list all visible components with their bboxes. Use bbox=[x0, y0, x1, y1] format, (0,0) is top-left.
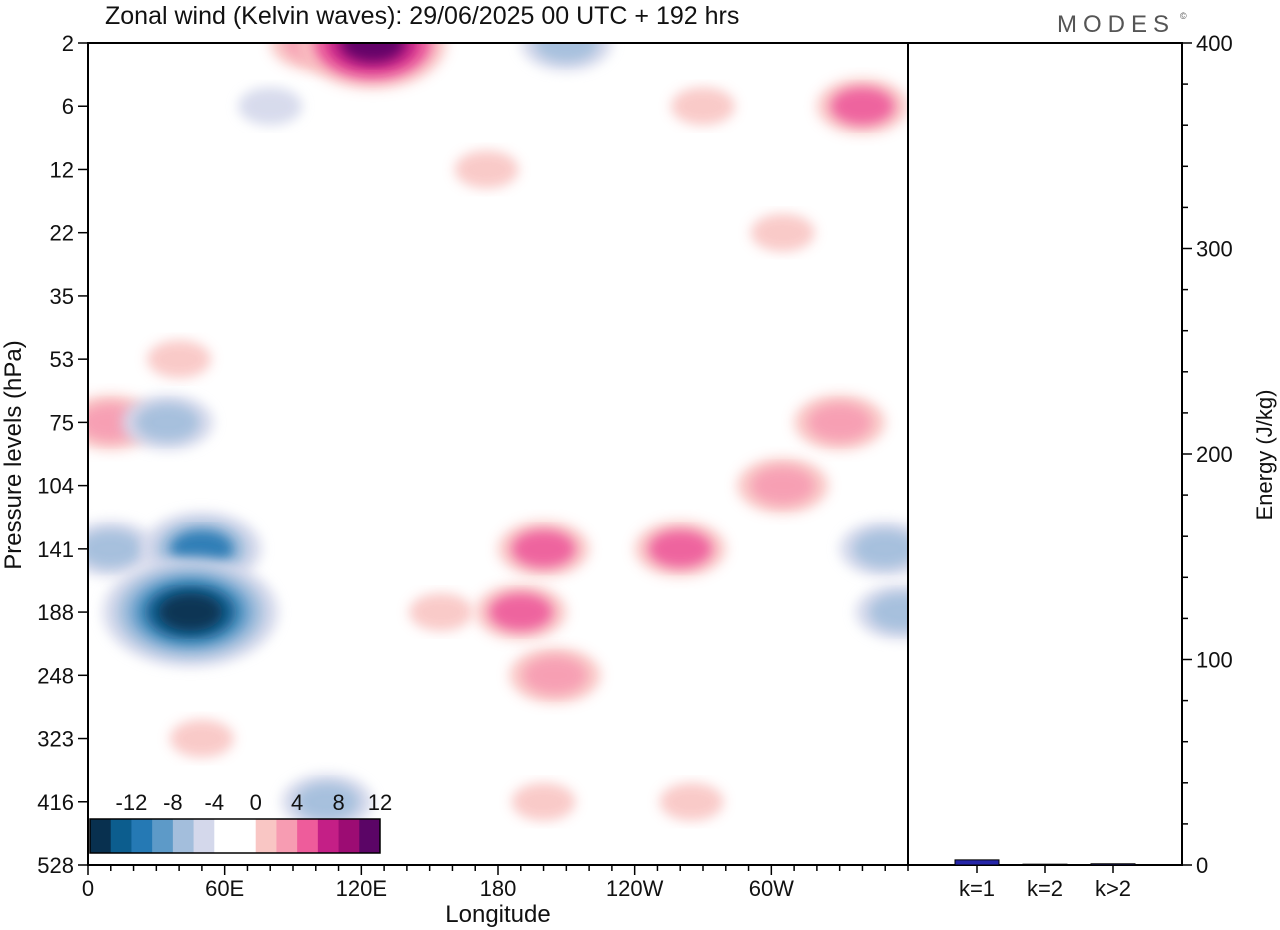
field-contour bbox=[534, 43, 599, 62]
field-contour bbox=[135, 403, 200, 442]
y-tick-label: 188 bbox=[37, 600, 74, 625]
x-tick-label: 0 bbox=[82, 876, 94, 901]
field-contour bbox=[853, 529, 908, 568]
x-tick-label: 60E bbox=[205, 876, 244, 901]
y-tick-label: 12 bbox=[50, 157, 74, 182]
energy-tick-label: 0 bbox=[1196, 853, 1208, 878]
field-contour bbox=[88, 529, 143, 568]
field-contour bbox=[295, 782, 360, 821]
x-tick-label: 120W bbox=[606, 876, 664, 901]
colorbar-swatch bbox=[152, 819, 174, 853]
y-tick-label: 22 bbox=[50, 221, 74, 246]
field-contour bbox=[409, 593, 474, 632]
field-contour bbox=[659, 782, 724, 821]
colorbar-frame bbox=[89, 818, 381, 854]
y-tick-label: 416 bbox=[37, 790, 74, 815]
colorbar-swatch bbox=[235, 819, 257, 853]
y-tick-label: 2 bbox=[62, 31, 74, 56]
chart-title: Zonal wind (Kelvin waves): 29/06/2025 00… bbox=[105, 2, 739, 30]
field-contour bbox=[522, 656, 587, 695]
energy-axis-label: Energy (J/kg) bbox=[1252, 390, 1277, 521]
energy-panel-frame bbox=[907, 42, 1183, 866]
y-tick-label: 35 bbox=[50, 284, 74, 309]
colorbar-swatch bbox=[172, 819, 195, 853]
x-axis: 0 60E 120E 180 120W 60W bbox=[82, 865, 909, 901]
brand-mark: © bbox=[1180, 11, 1187, 21]
colorbar-label: 8 bbox=[332, 790, 344, 815]
energy-tick-label: 400 bbox=[1196, 31, 1233, 56]
colorbar-swatch bbox=[131, 819, 153, 853]
colorbar-swatch bbox=[276, 819, 298, 853]
field-contour bbox=[169, 719, 234, 758]
colorbar-label: 12 bbox=[368, 790, 392, 815]
field-contour bbox=[648, 529, 713, 568]
energy-category-label: k=1 bbox=[959, 876, 995, 901]
colorbar-swatch bbox=[359, 819, 381, 853]
colorbar: -12 -8 -4 0 4 8 12 bbox=[89, 790, 392, 854]
colorbar-swatch bbox=[297, 819, 319, 853]
y-axis: 2 6 12 22 35 53 75 104 141 188 248 323 416 528 bbox=[37, 31, 88, 878]
y-tick-label: 53 bbox=[50, 347, 74, 372]
field-contour bbox=[869, 593, 908, 632]
y-tick-label: 248 bbox=[37, 663, 74, 688]
field-contour bbox=[671, 87, 735, 126]
energy-bar-chart: 0 100 200 300 400 k=1 k=2 k>2 bbox=[954, 31, 1233, 901]
colorbar-swatch bbox=[193, 819, 215, 853]
field-contour bbox=[750, 466, 815, 505]
field-contour bbox=[158, 593, 223, 632]
field-contour bbox=[784, 276, 849, 315]
energy-bar bbox=[954, 859, 1000, 866]
y-tick-label: 75 bbox=[50, 410, 74, 435]
x-tick-label: 120E bbox=[336, 876, 387, 901]
field-contour bbox=[807, 403, 872, 442]
field-contour bbox=[716, 340, 781, 379]
field-contour bbox=[454, 150, 519, 189]
y-tick-label: 141 bbox=[37, 537, 74, 562]
energy-bar bbox=[1022, 863, 1068, 866]
field-contour bbox=[488, 593, 553, 632]
colorbar-label: 0 bbox=[250, 790, 262, 815]
y-tick-label: 323 bbox=[37, 727, 74, 752]
energy-tick-label: 100 bbox=[1196, 648, 1233, 673]
x-axis-label: Longitude bbox=[445, 901, 550, 928]
x-tick-label: 180 bbox=[480, 876, 517, 901]
colorbar-label: 4 bbox=[291, 790, 303, 815]
colorbar-swatch bbox=[214, 819, 236, 853]
field-contour bbox=[238, 87, 303, 126]
y-tick-label: 6 bbox=[62, 94, 74, 119]
y-tick-label: 104 bbox=[37, 474, 74, 499]
brand-logo: MODES bbox=[1057, 11, 1175, 38]
colorbar-label: -4 bbox=[205, 790, 225, 815]
field-contour bbox=[340, 43, 405, 62]
field-contour bbox=[750, 213, 815, 252]
colorbar-swatch bbox=[317, 819, 340, 853]
colorbar-label: -8 bbox=[163, 790, 183, 815]
colorbar-swatch bbox=[255, 819, 277, 853]
y-axis-label: Pressure levels (hPa) bbox=[0, 340, 27, 569]
y-tick-label: 528 bbox=[37, 853, 74, 878]
energy-tick-label: 300 bbox=[1196, 237, 1233, 262]
colorbar-swatch bbox=[110, 819, 132, 853]
wind-field bbox=[88, 43, 908, 830]
x-tick-label: 60W bbox=[749, 876, 794, 901]
energy-category-label: k>2 bbox=[1095, 876, 1131, 901]
colorbar-swatch bbox=[90, 819, 112, 853]
colorbar-label: -12 bbox=[116, 790, 148, 815]
energy-bar bbox=[1090, 863, 1136, 866]
field-contour bbox=[511, 529, 576, 568]
field-contour bbox=[147, 340, 212, 379]
field-contour bbox=[511, 782, 576, 821]
energy-tick-label: 200 bbox=[1196, 442, 1233, 467]
energy-category-label: k=2 bbox=[1027, 876, 1063, 901]
field-contour bbox=[830, 87, 895, 126]
colorbar-swatch bbox=[338, 819, 360, 853]
